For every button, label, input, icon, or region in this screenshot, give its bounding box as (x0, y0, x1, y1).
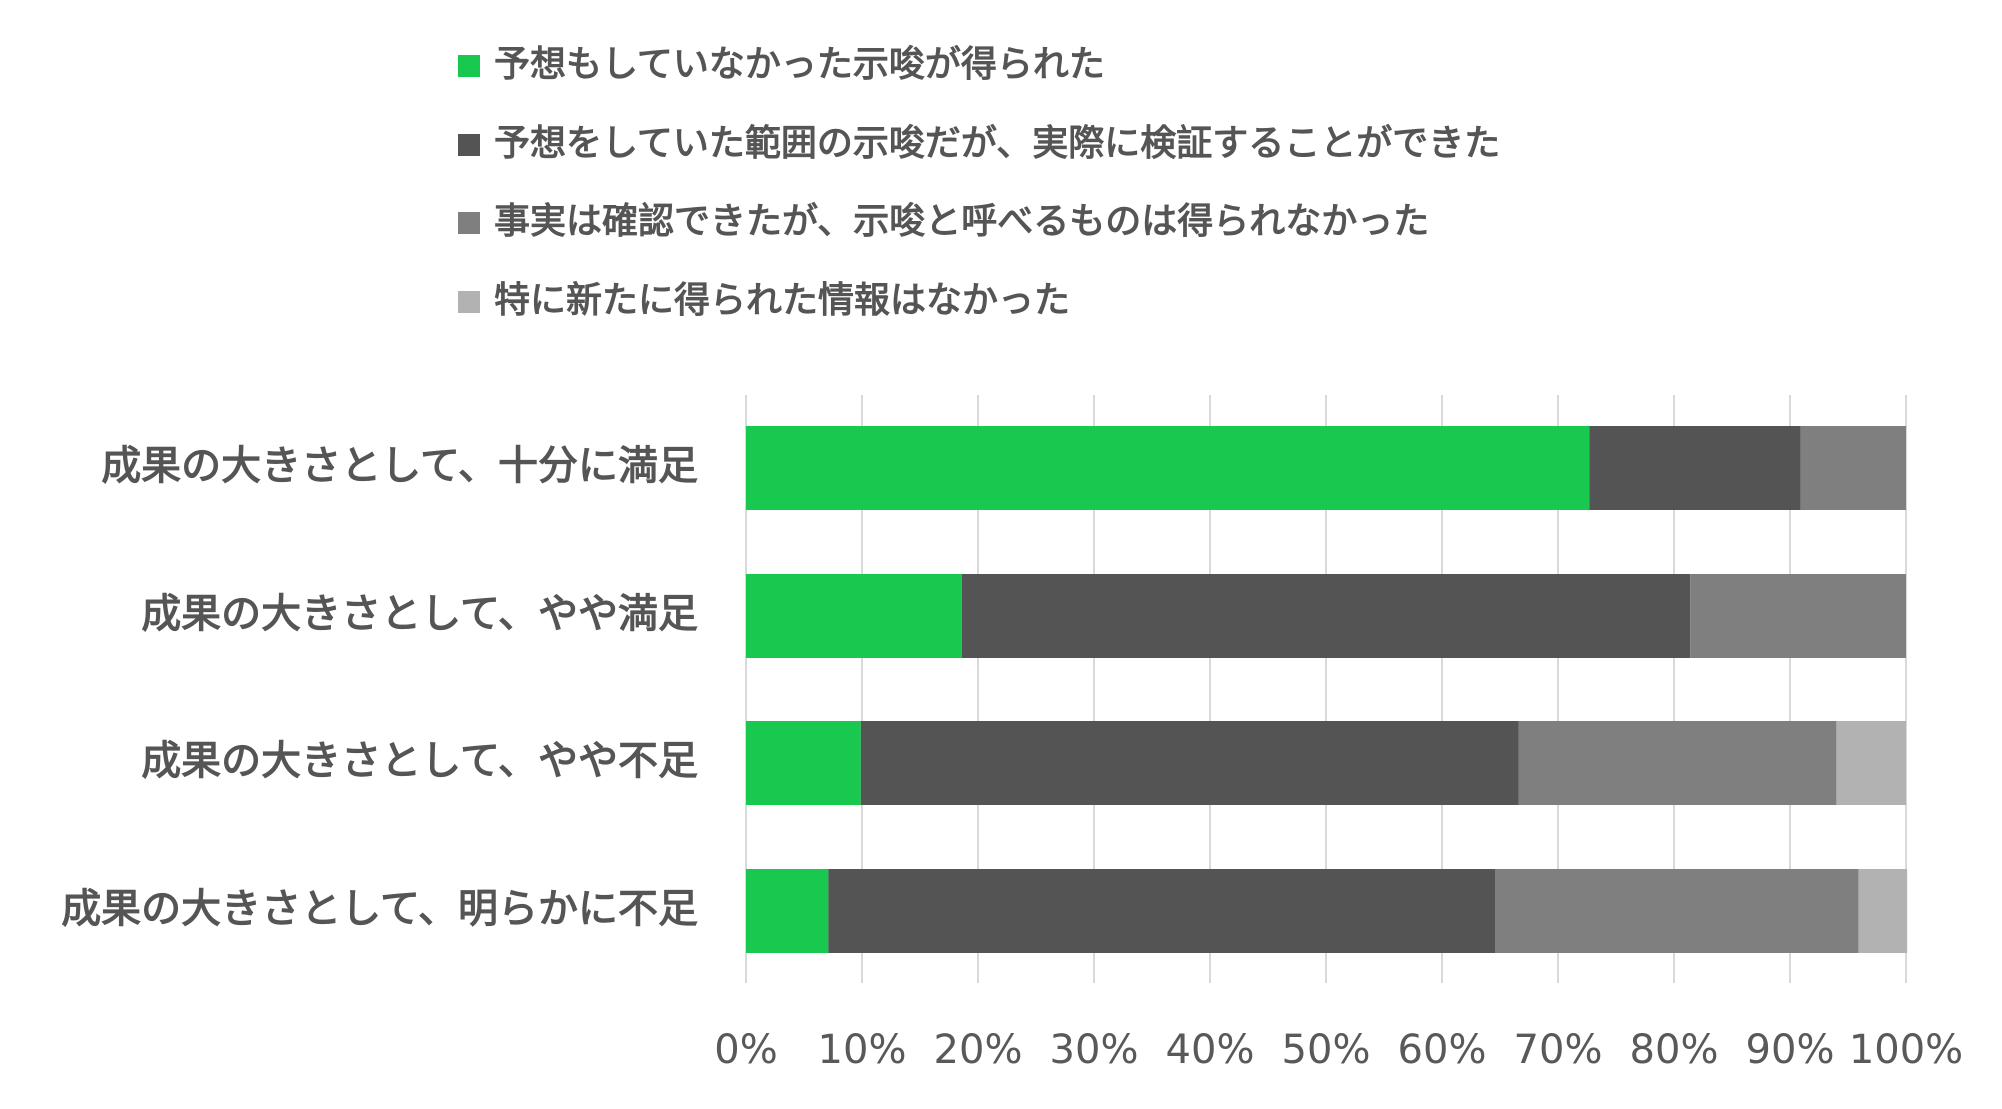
bars (746, 426, 1908, 953)
x-tick-label-7: 70% (1514, 1027, 1603, 1073)
category-label-1: 成果の大きさとして、十分に満足 (101, 443, 698, 489)
legend-label-1: 予想もしていなかった示唆が得られた (494, 44, 1105, 85)
category-label-4: 成果の大きさとして、明らかに不足 (61, 886, 698, 932)
category-label-2: 成果の大きさとして、やや満足 (141, 591, 698, 637)
bar-row3-series4 (1836, 721, 1906, 805)
bar-row4-series2 (828, 869, 1496, 953)
x-axis-ticks: 0% 10% 20% 30% 40% 50% 60% 70% 80% 90% 100% (714, 1027, 1963, 1073)
x-tick-label-6: 60% (1398, 1027, 1487, 1073)
x-tick-label-3: 30% (1050, 1027, 1139, 1073)
bar-row2-series1 (746, 574, 962, 658)
x-tick-label-2: 20% (934, 1027, 1023, 1073)
category-label-3: 成果の大きさとして、やや不足 (141, 738, 698, 784)
legend-label-4: 特に新たに得られた情報はなかった (494, 280, 1070, 321)
legend-swatch-4 (458, 291, 480, 313)
x-tick-label-8: 80% (1630, 1027, 1719, 1073)
legend-label-3: 事実は確認できたが、示唆と呼べるものは得られなかった (494, 201, 1429, 242)
bar-row3-series1 (746, 721, 861, 805)
bar-row3-series2 (860, 721, 1519, 805)
legend-swatch-3 (458, 212, 480, 234)
bar-row4-series1 (746, 869, 829, 953)
bar-row1-series3 (1800, 426, 1906, 510)
x-tick-label-5: 50% (1282, 1027, 1371, 1073)
x-tick-label-10: 100% (1849, 1027, 1963, 1073)
legend-label-2: 予想をしていた範囲の示唆だが、実際に検証することができた (494, 123, 1500, 164)
x-tick-label-4: 40% (1166, 1027, 1255, 1073)
category-labels: 成果の大きさとして、十分に満足成果の大きさとして、やや満足成果の大きさとして、や… (61, 443, 698, 932)
x-tick-label-0: 0% (714, 1027, 777, 1073)
bar-row2-series3 (1690, 574, 1906, 658)
bar-row4-series3 (1495, 869, 1859, 953)
bar-row1-series1 (746, 426, 1590, 510)
bar-row2-series2 (961, 574, 1691, 658)
legend-swatch-1 (458, 55, 480, 77)
x-tick-label-9: 90% (1746, 1027, 1835, 1073)
bar-row3-series3 (1518, 721, 1837, 805)
bar-row4-series4 (1858, 869, 1908, 953)
x-tick-label-1: 10% (818, 1027, 907, 1073)
legend-swatch-2 (458, 134, 480, 156)
legend: 予想もしていなかった示唆が得られた予想をしていた範囲の示唆だが、実際に検証するこ… (458, 44, 1500, 321)
bar-row1-series2 (1589, 426, 1801, 510)
